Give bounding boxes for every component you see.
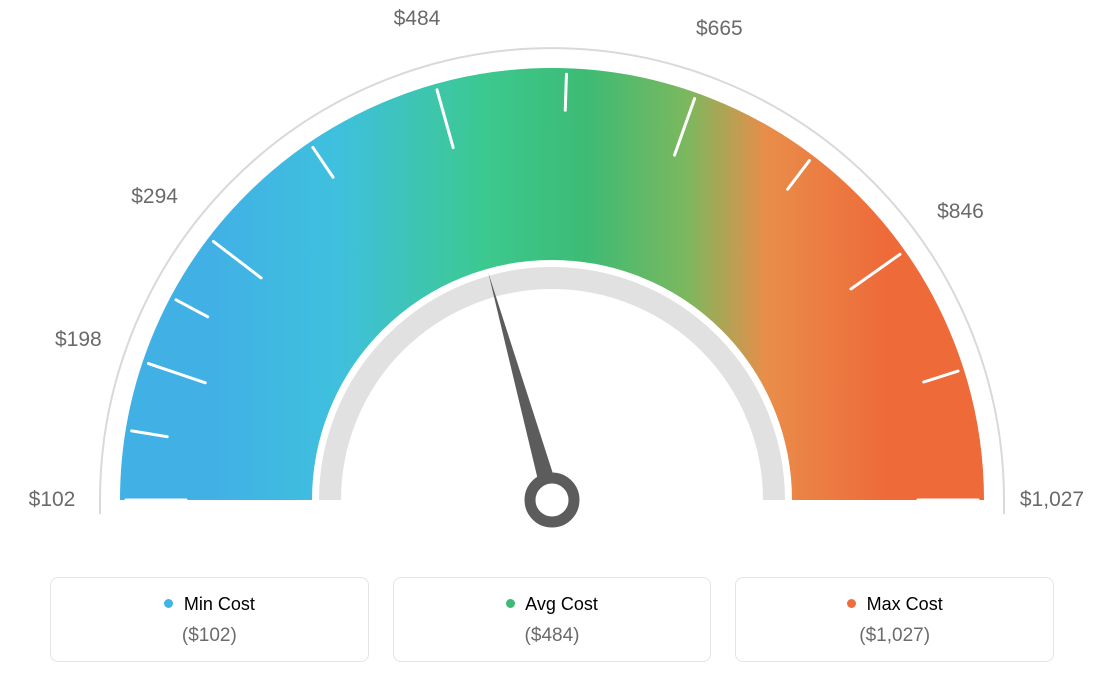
legend-value-max: ($1,027) [746,625,1043,647]
gauge-tick-label: $484 [394,7,441,31]
legend-title-avg: Avg Cost [404,594,701,615]
legend-card-min: Min Cost ($102) [50,577,369,662]
gauge-area: $102 $198 $294 $484 $665 $846 $1,027 [0,0,1104,560]
gauge-tick-label: $665 [696,17,743,41]
legend-title-text: Max Cost [867,594,943,614]
legend-dot-avg [506,599,515,608]
gauge-tick-label: $1,027 [1020,488,1084,512]
legend-dot-max [847,599,856,608]
gauge-tick-label: $294 [131,185,178,209]
gauge-svg [0,0,1104,560]
gauge-tick-label: $102 [29,488,76,512]
legend-title-max: Max Cost [746,594,1043,615]
legend-value-min: ($102) [61,625,358,647]
legend-title-min: Min Cost [61,594,358,615]
legend-row: Min Cost ($102) Avg Cost ($484) Max Cost… [50,577,1054,662]
legend-title-text: Min Cost [184,594,255,614]
legend-card-avg: Avg Cost ($484) [393,577,712,662]
gauge-tick-label: $198 [55,328,102,352]
cost-gauge-chart: $102 $198 $294 $484 $665 $846 $1,027 Min Cost … [0,0,1104,690]
legend-title-text: Avg Cost [525,594,598,614]
legend-value-avg: ($484) [404,625,701,647]
legend-dot-min [164,599,173,608]
gauge-tick-label: $846 [937,200,984,224]
legend-card-max: Max Cost ($1,027) [735,577,1054,662]
